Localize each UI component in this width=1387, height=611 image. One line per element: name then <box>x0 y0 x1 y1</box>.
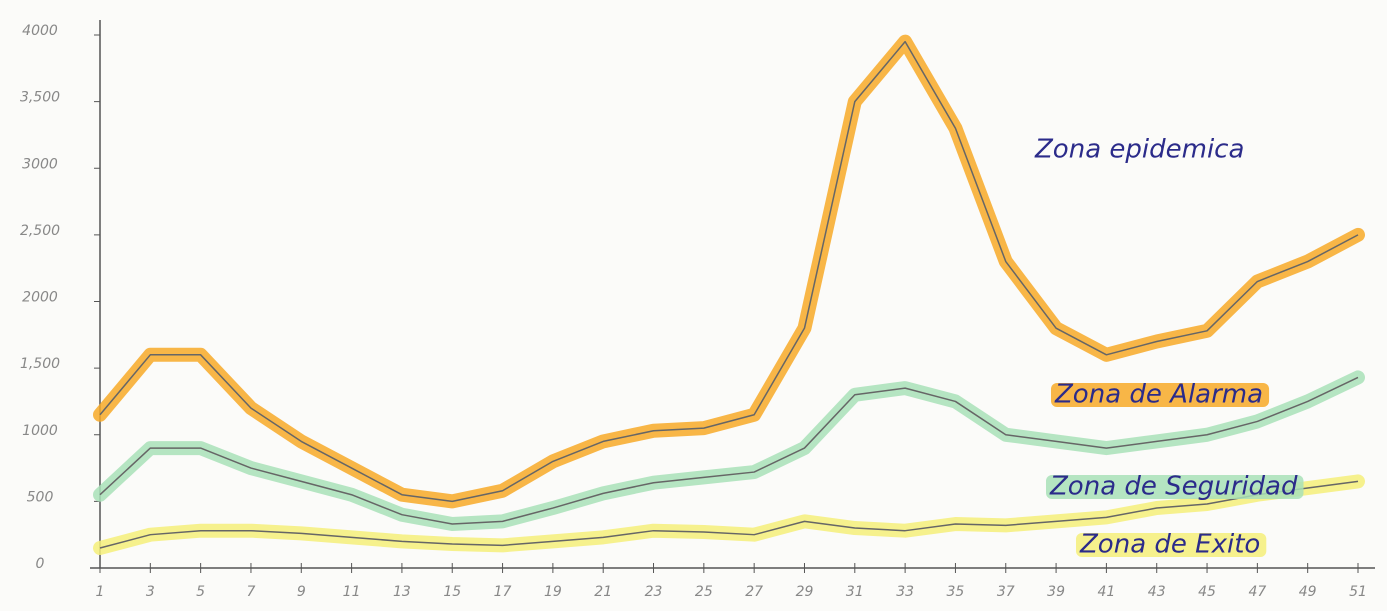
x-tick-label: 21 <box>594 584 612 600</box>
x-tick-label: 19 <box>544 584 562 600</box>
y-tick-label: 3,500 <box>20 90 60 106</box>
x-tick-label: 27 <box>745 584 763 600</box>
x-tick-label: 1 <box>96 584 105 600</box>
x-tick-label: 39 <box>1047 584 1065 600</box>
y-tick-label: 500 <box>27 489 54 505</box>
y-tick-label: 2,500 <box>20 223 60 239</box>
y-tick-label: 1000 <box>22 423 58 439</box>
x-tick-label: 41 <box>1097 584 1115 600</box>
y-tick-label: 4000 <box>22 23 58 39</box>
x-tick-label: 11 <box>343 584 361 600</box>
x-tick-label: 47 <box>1248 584 1266 600</box>
y-tick-label: 2000 <box>22 290 58 306</box>
annotation: Zona epidemica <box>1034 135 1244 165</box>
x-tick-label: 29 <box>796 584 814 600</box>
x-tick-label: 7 <box>246 584 255 600</box>
x-tick-label: 3 <box>146 584 155 600</box>
legend-item: Zona de Alarma <box>1051 380 1269 410</box>
x-tick-label: 35 <box>947 584 965 600</box>
legend-item: Zona de Seguridad <box>1046 472 1304 502</box>
x-tick-label: 15 <box>443 584 461 600</box>
x-tick-label: 43 <box>1148 584 1166 600</box>
legend-item: Zona de Exito <box>1076 530 1266 560</box>
x-tick-label: 13 <box>393 584 411 600</box>
x-tick-label: 9 <box>297 584 306 600</box>
legend-label: Zona de Alarma <box>1054 380 1263 410</box>
x-tick-label: 25 <box>695 584 713 600</box>
x-tick-label: 45 <box>1198 584 1216 600</box>
legend-label: Zona de Exito <box>1079 530 1260 560</box>
x-tick-label: 23 <box>645 584 663 600</box>
chart: 050010001,50020002,50030003,500400013579… <box>0 0 1387 611</box>
x-tick-label: 33 <box>896 584 914 600</box>
x-tick-label: 17 <box>494 584 512 600</box>
x-tick-label: 5 <box>196 584 205 600</box>
x-tick-label: 31 <box>846 584 864 600</box>
legend-label: Zona de Seguridad <box>1049 472 1298 502</box>
x-tick-label: 37 <box>997 584 1015 600</box>
y-tick-label: 3000 <box>22 156 58 172</box>
series-line <box>100 42 1358 502</box>
y-tick-label: 0 <box>36 556 45 572</box>
y-tick-label: 1,500 <box>20 356 60 372</box>
x-tick-label: 51 <box>1349 584 1367 600</box>
x-tick-label: 49 <box>1299 584 1317 600</box>
